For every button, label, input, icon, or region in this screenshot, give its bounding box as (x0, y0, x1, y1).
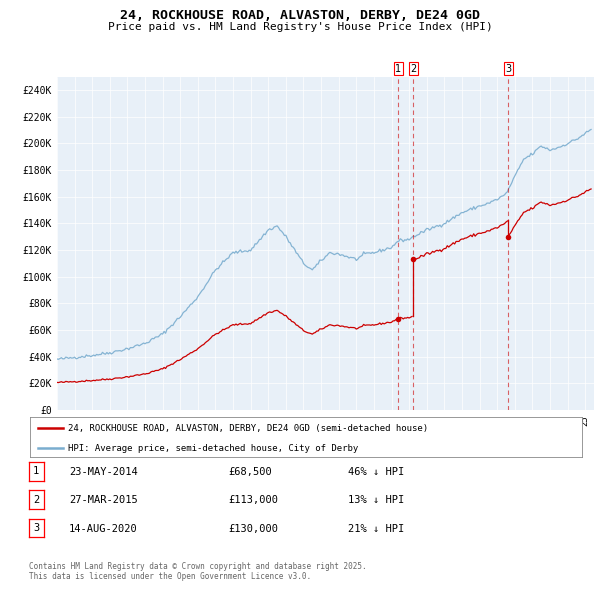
Text: 2: 2 (410, 64, 416, 74)
Text: 24, ROCKHOUSE ROAD, ALVASTON, DERBY, DE24 0GD (semi-detached house): 24, ROCKHOUSE ROAD, ALVASTON, DERBY, DE2… (68, 424, 428, 433)
Text: 46% ↓ HPI: 46% ↓ HPI (348, 467, 404, 477)
Text: 21% ↓ HPI: 21% ↓ HPI (348, 524, 404, 533)
Text: 24, ROCKHOUSE ROAD, ALVASTON, DERBY, DE24 0GD: 24, ROCKHOUSE ROAD, ALVASTON, DERBY, DE2… (120, 9, 480, 22)
Text: 1: 1 (395, 64, 401, 74)
Text: £113,000: £113,000 (228, 496, 278, 505)
Text: 1: 1 (33, 467, 40, 476)
Text: HPI: Average price, semi-detached house, City of Derby: HPI: Average price, semi-detached house,… (68, 444, 358, 453)
Text: 23-MAY-2014: 23-MAY-2014 (69, 467, 138, 477)
Text: Price paid vs. HM Land Registry's House Price Index (HPI): Price paid vs. HM Land Registry's House … (107, 22, 493, 32)
Text: 3: 3 (33, 523, 40, 533)
Text: Contains HM Land Registry data © Crown copyright and database right 2025.
This d: Contains HM Land Registry data © Crown c… (29, 562, 367, 581)
Text: 2: 2 (33, 495, 40, 504)
Text: 13% ↓ HPI: 13% ↓ HPI (348, 496, 404, 505)
Text: 3: 3 (505, 64, 511, 74)
Text: £68,500: £68,500 (228, 467, 272, 477)
Text: £130,000: £130,000 (228, 524, 278, 533)
Text: 27-MAR-2015: 27-MAR-2015 (69, 496, 138, 505)
Text: 14-AUG-2020: 14-AUG-2020 (69, 524, 138, 533)
